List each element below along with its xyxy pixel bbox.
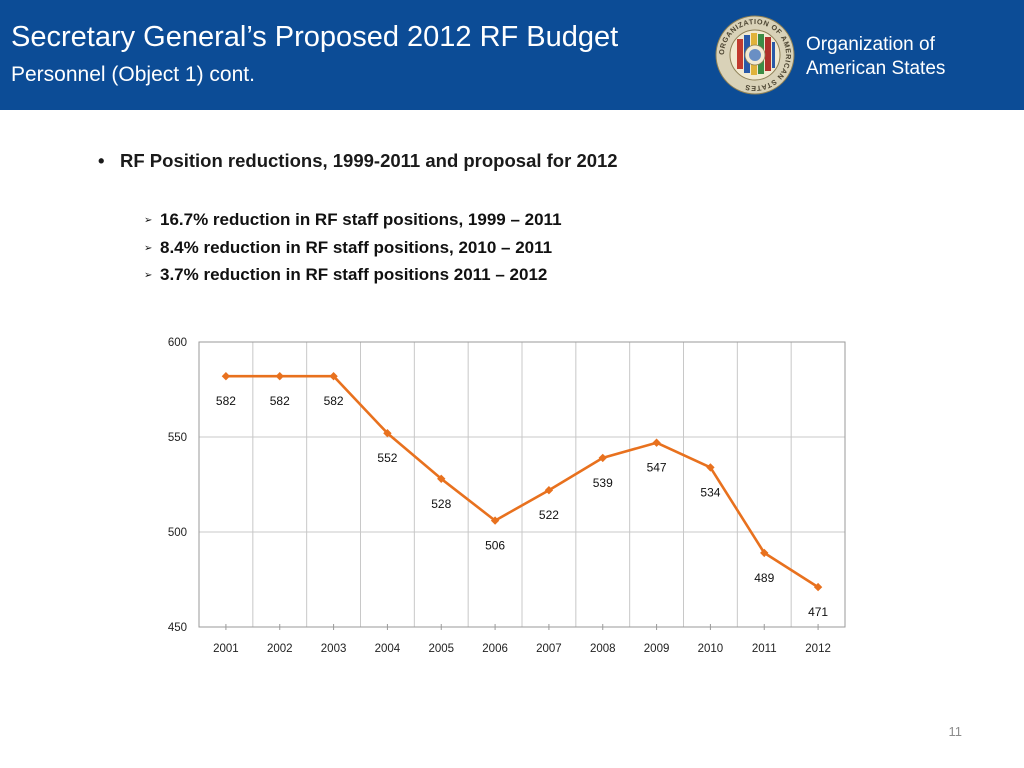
data-point-marker [813, 582, 823, 592]
slide-header: Secretary General’s Proposed 2012 RF Bud… [0, 0, 1024, 110]
main-bullet: • RF Position reductions, 1999-2011 and p… [98, 150, 618, 172]
org-name-line2: American States [806, 58, 946, 79]
data-label: 506 [485, 539, 505, 553]
sub-bullet-text: 16.7% reduction in RF staff positions, 1… [160, 210, 562, 229]
data-point-marker [490, 516, 500, 525]
data-label: 539 [593, 476, 613, 490]
data-point-marker [329, 372, 338, 381]
y-tick-label: 500 [168, 527, 187, 539]
bullet-dot-icon: • [98, 150, 105, 171]
x-tick-label: 2007 [536, 643, 562, 655]
data-label: 528 [431, 497, 451, 511]
slide-subtitle: Personnel (Object 1) cont. [11, 63, 255, 86]
data-label: 522 [539, 508, 559, 522]
plot-border [198, 341, 846, 628]
oas-seal-logo: ORGANIZATION OF AMERICAN STATES [715, 15, 795, 95]
data-label: 489 [754, 571, 774, 585]
main-bullet-text: RF Position reductions, 1999-2011 and pr… [120, 150, 618, 171]
data-label: 582 [216, 394, 236, 408]
sub-bullet-list: ➢ 16.7% reduction in RF staff positions, … [144, 210, 562, 293]
arrow-bullet-icon: ➢ [144, 242, 153, 254]
data-point-marker [437, 474, 446, 483]
data-point-marker [706, 463, 715, 472]
org-name-line1: Organization of [806, 34, 935, 55]
data-point-marker [652, 438, 661, 447]
page-number: 11 [948, 724, 963, 739]
data-point-marker [598, 453, 607, 463]
data-label: 534 [700, 485, 720, 499]
x-tick-label: 2002 [267, 643, 293, 655]
sub-bullet-item: ➢ 8.4% reduction in RF staff positions, 2… [144, 238, 562, 266]
data-label: 547 [647, 461, 667, 475]
x-tick-label: 2005 [428, 643, 454, 655]
x-tick-label: 2008 [590, 643, 616, 655]
sub-bullet-text: 3.7% reduction in RF staff positions 201… [160, 265, 548, 284]
x-tick-label: 2004 [375, 643, 401, 655]
sub-bullet-item: ➢ 16.7% reduction in RF staff positions, … [144, 210, 562, 238]
arrow-bullet-icon: ➢ [144, 270, 153, 281]
y-tick-label: 550 [168, 432, 187, 444]
slide-title: Secretary General’s Proposed 2012 RF Bud… [11, 21, 619, 53]
x-tick-label: 2010 [698, 643, 724, 655]
sub-bullet-text: 8.4% reduction in RF staff positions, 20… [160, 237, 553, 257]
x-tick-label: 2003 [321, 643, 347, 655]
data-label: 552 [377, 451, 397, 465]
x-tick-label: 2009 [644, 643, 670, 655]
x-tick-label: 2001 [213, 643, 239, 655]
x-tick-label: 2006 [482, 643, 508, 655]
data-point-marker [275, 372, 284, 381]
x-tick-label: 2011 [752, 643, 777, 655]
data-label: 582 [270, 394, 290, 408]
series-line [225, 374, 819, 589]
data-point-marker [544, 486, 554, 495]
arrow-bullet-icon: ➢ [144, 215, 153, 226]
data-point-marker [221, 372, 231, 381]
y-tick-label: 450 [168, 622, 187, 634]
data-point-marker [760, 548, 769, 558]
organization-name: Organization of American States [806, 33, 945, 81]
y-tick-label: 600 [168, 337, 187, 349]
sub-bullet-item: ➢ 3.7% reduction in RF staff positions 20… [144, 265, 562, 293]
data-point-marker [383, 429, 392, 438]
data-label: 582 [324, 394, 344, 408]
x-tick-label: 2012 [805, 643, 831, 655]
data-label: 471 [808, 605, 828, 619]
